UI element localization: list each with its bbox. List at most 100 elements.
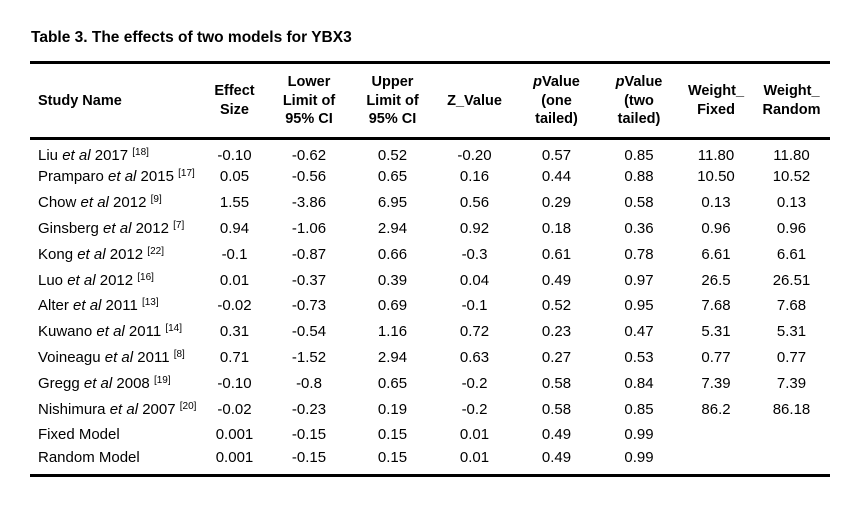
study-name-cell: Pramparo et al 2015 [17] xyxy=(38,168,195,186)
value-cell-upper_limit: 0.65 xyxy=(377,374,408,392)
et-al: et al xyxy=(104,348,134,366)
study-name-cell: Gregg et al 2008 [19] xyxy=(38,374,171,392)
value-cell-upper_limit: 0.66 xyxy=(377,245,408,263)
value-cell-p_one_tailed: 0.61 xyxy=(541,245,572,263)
et-al: et al xyxy=(103,219,132,237)
value-cell-weight_fixed xyxy=(679,448,753,474)
value-cell-effect_size: -0.1 xyxy=(221,245,248,263)
value-cell-z_value: 0.01 xyxy=(459,426,490,444)
value-cell-p_two_tailed: 0.97 xyxy=(624,271,654,289)
effects-table-container: Study Name Effect Size Lower Limit of 95% CI U… xyxy=(30,61,830,477)
et-al: et al xyxy=(62,146,91,164)
value-cell-z_value: 0.16 xyxy=(459,168,490,186)
value-cell-upper_limit: 0.15 xyxy=(377,426,408,444)
table-title: Table 3. The effects of two models for Y… xyxy=(31,29,352,46)
table-row: Pramparo et al 2015 [17] 0.05 -0.56 0.65 0.1… xyxy=(30,164,830,190)
value-cell-lower_limit: -1.52 xyxy=(291,348,327,366)
table-row: Liu et al 2017 [18] -0.10 -0.62 0.52 -0.20 0.… xyxy=(30,138,830,164)
value-cell-effect_size: 1.55 xyxy=(219,194,250,212)
value-cell-p_two_tailed: 0.99 xyxy=(624,426,654,444)
value-cell-z_value: 0.92 xyxy=(459,219,490,237)
et-al: et al xyxy=(73,297,102,315)
value-cell-upper_limit: 0.69 xyxy=(377,297,408,315)
column-header-p_one_tailed: pValue (one tailed) xyxy=(514,64,599,140)
study-name-cell: Random Model xyxy=(38,448,140,466)
citation-ref: [17] xyxy=(178,168,195,180)
value-cell-weight_random xyxy=(753,448,830,474)
value-cell-weight_fixed: 5.31 xyxy=(701,323,731,341)
value-cell-p_two_tailed: 0.85 xyxy=(624,400,654,418)
italic-p: p xyxy=(615,74,625,90)
value-cell-weight_random: 0.13 xyxy=(776,194,807,212)
study-name-cell: Liu et al 2017 [18] xyxy=(38,146,149,164)
value-cell-upper_limit: 0.65 xyxy=(377,168,408,186)
value-cell-p_two_tailed: 0.99 xyxy=(624,448,654,466)
value-cell-p_two_tailed: 0.85 xyxy=(624,146,654,164)
table-row: Luo et al 2012 [16] 0.01 -0.37 0.39 0.04 0.49… xyxy=(30,267,830,293)
value-cell-weight_fixed: 86.2 xyxy=(701,400,731,418)
citation-ref: [19] xyxy=(153,374,171,386)
table-header-row: Study Name Effect Size Lower Limit of 95% CI U… xyxy=(30,64,830,140)
value-cell-weight_fixed: 11.80 xyxy=(697,146,735,164)
value-cell-p_one_tailed: 0.57 xyxy=(541,146,572,164)
value-cell-effect_size: 0.05 xyxy=(219,168,250,186)
value-cell-p_two_tailed: 0.36 xyxy=(624,219,654,237)
value-cell-p_two_tailed: 0.47 xyxy=(624,323,654,341)
column-header-weight_fixed: Weight_ Fixed xyxy=(679,64,753,140)
value-cell-p_one_tailed: 0.58 xyxy=(541,400,572,418)
value-cell-p_two_tailed: 0.78 xyxy=(624,245,654,263)
value-cell-lower_limit: -0.8 xyxy=(296,374,322,392)
value-cell-z_value: 0.01 xyxy=(459,448,490,466)
study-name-cell: Nishimura et al 2007 [20] xyxy=(38,400,197,418)
table-row: Kuwano et al 2011 [14] 0.31 -0.54 1.16 0.72 0… xyxy=(30,319,830,345)
value-cell-p_one_tailed: 0.49 xyxy=(541,271,572,289)
value-cell-lower_limit: -0.56 xyxy=(291,168,327,186)
citation-ref: [18] xyxy=(132,146,149,158)
table-row: Kong et al 2012 [22] -0.1 -0.87 0.66 -0.3 0.6… xyxy=(30,241,830,267)
value-cell-lower_limit: -0.54 xyxy=(291,323,327,341)
value-cell-p_one_tailed: 0.44 xyxy=(541,168,572,186)
value-cell-p_one_tailed: 0.49 xyxy=(541,426,572,444)
value-cell-effect_size: 0.001 xyxy=(215,426,254,444)
citation-ref: [20] xyxy=(179,400,197,412)
value-cell-upper_limit: 0.39 xyxy=(377,271,408,289)
study-name-cell: Voineagu et al 2011 [8] xyxy=(38,348,185,366)
study-name-cell: Luo et al 2012 [16] xyxy=(38,271,154,289)
value-cell-weight_random xyxy=(753,422,830,448)
column-header-weight_random: Weight_ Random xyxy=(753,64,830,140)
value-cell-lower_limit: -0.15 xyxy=(291,448,327,466)
effects-table: Study Name Effect Size Lower Limit of 95% CI U… xyxy=(30,64,830,474)
value-cell-upper_limit: 2.94 xyxy=(377,348,408,366)
value-cell-weight_fixed xyxy=(679,422,753,448)
citation-ref: [9] xyxy=(150,194,162,206)
value-cell-p_one_tailed: 0.29 xyxy=(541,194,572,212)
value-cell-p_one_tailed: 0.52 xyxy=(541,297,572,315)
table-row: Ginsberg et al 2012 [7] 0.94 -1.06 2.94 0.92… xyxy=(30,216,830,242)
value-cell-weight_random: 26.51 xyxy=(772,271,811,289)
value-cell-weight_random: 7.68 xyxy=(776,297,807,315)
value-cell-z_value: -0.1 xyxy=(461,297,488,315)
value-cell-weight_fixed: 7.39 xyxy=(701,374,731,392)
et-al: et al xyxy=(83,374,113,392)
value-cell-weight_random: 7.39 xyxy=(776,374,807,392)
value-cell-p_two_tailed: 0.53 xyxy=(624,348,654,366)
value-cell-z_value: 0.56 xyxy=(459,194,490,212)
value-cell-lower_limit: -0.87 xyxy=(291,245,327,263)
column-header-study_name: Study Name xyxy=(30,64,201,140)
study-name-cell: Chow et al 2012 [9] xyxy=(38,194,162,212)
value-cell-effect_size: 0.01 xyxy=(219,271,250,289)
value-cell-z_value: -0.20 xyxy=(457,146,492,164)
citation-ref: [8] xyxy=(173,348,185,360)
value-cell-effect_size: 0.001 xyxy=(215,448,254,466)
value-cell-z_value: 0.63 xyxy=(459,348,490,366)
value-cell-p_two_tailed: 0.58 xyxy=(624,194,654,212)
et-al: et al xyxy=(77,245,106,263)
table-body: Liu et al 2017 [18] -0.10 -0.62 0.52 -0.20 0.… xyxy=(30,138,830,473)
et-al: et al xyxy=(96,323,125,341)
column-header-upper_limit: Upper Limit of 95% CI xyxy=(350,64,435,140)
value-cell-upper_limit: 6.95 xyxy=(377,194,408,212)
value-cell-weight_random: 11.80 xyxy=(773,146,810,164)
value-cell-weight_fixed: 10.50 xyxy=(697,168,735,186)
value-cell-lower_limit: -0.73 xyxy=(291,297,327,315)
value-cell-weight_random: 86.18 xyxy=(772,400,811,418)
